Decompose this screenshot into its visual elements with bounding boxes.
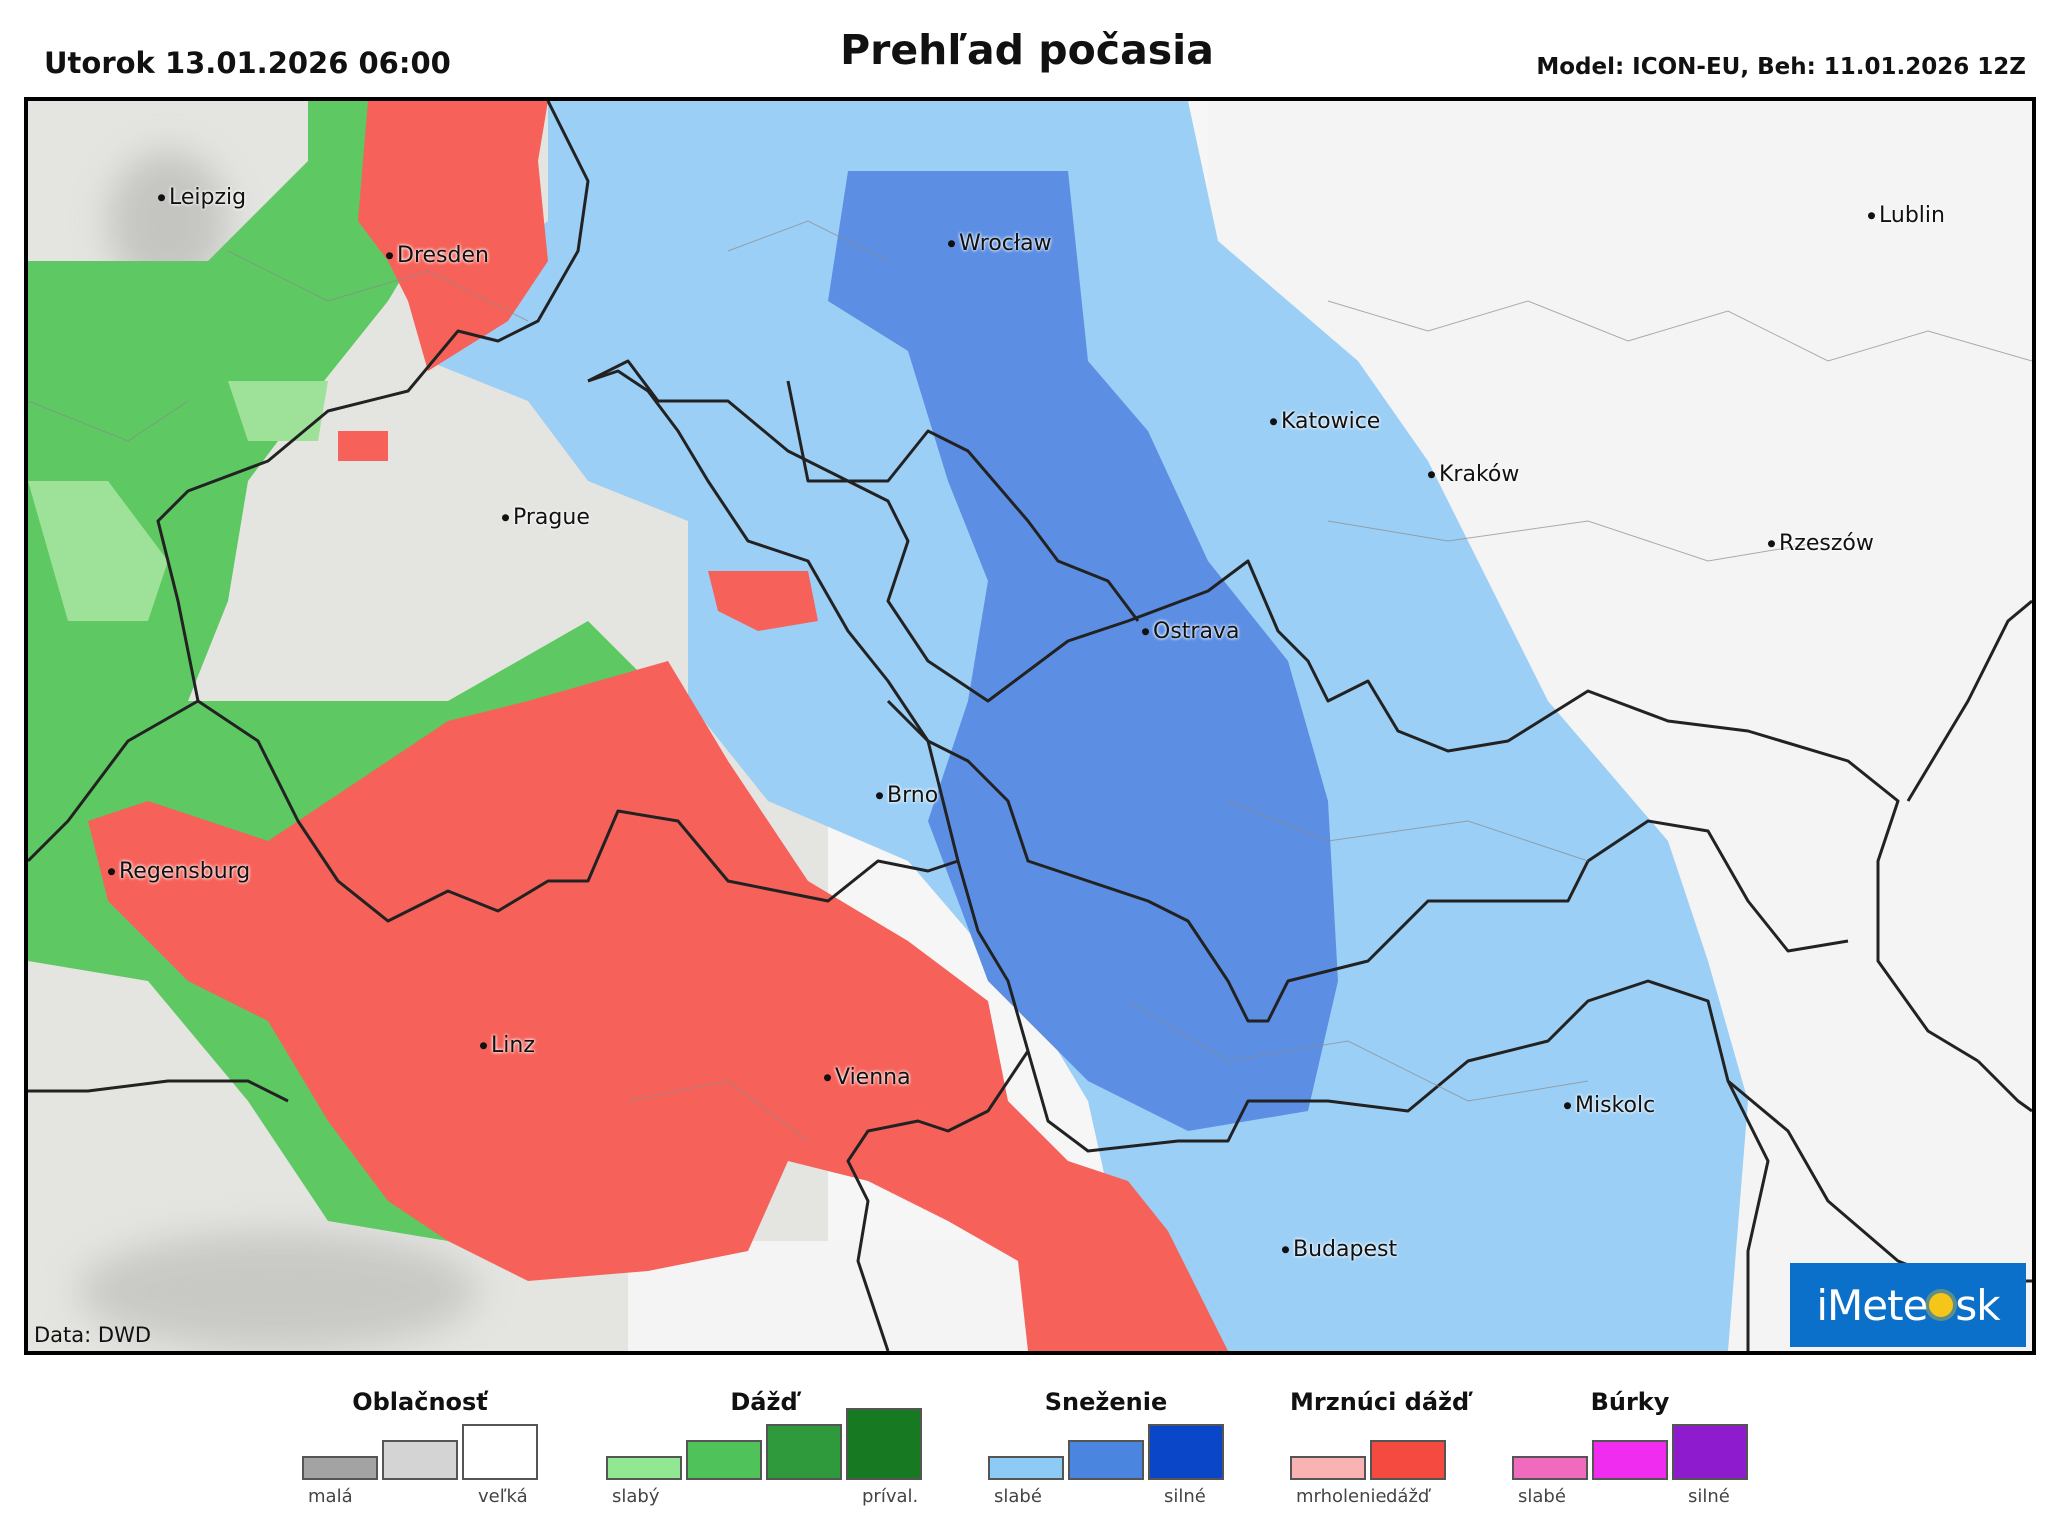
legend-high-label: silné (1688, 1486, 1730, 1507)
logo-text-right: sk (1955, 1280, 2000, 1330)
city-dot-icon (876, 791, 883, 799)
city-name: Dresden (397, 242, 489, 268)
city-name: Regensburg (119, 858, 251, 884)
logo-text-left: iMete (1816, 1280, 1928, 1330)
country-borders (28, 101, 2032, 1351)
legend-high-label: veľká (478, 1486, 528, 1507)
city-katowice: Katowice (1270, 408, 1380, 434)
city-name: Rzeszów (1779, 530, 1874, 556)
city-name: Kraków (1439, 461, 1520, 487)
weather-map[interactable]: Leipzig Dresden Wrocław Lublin Katowice Pragu… (24, 97, 2036, 1355)
legend-high-label: príval. (862, 1486, 919, 1507)
legend-swatch (462, 1424, 538, 1480)
legend-swatch (686, 1440, 762, 1480)
data-credit: Data: DWD (34, 1323, 151, 1347)
city-ostrava: Ostrava (1142, 618, 1239, 644)
legend-swatch (1148, 1424, 1224, 1480)
legend-swatch (382, 1440, 458, 1480)
city-name: Prague (513, 504, 590, 530)
city-budapest: Budapest (1282, 1236, 1397, 1262)
city-dot-icon (158, 193, 165, 201)
region-borders (28, 220, 2032, 1142)
legend-title: Mrznúci dážď (1290, 1388, 1470, 1416)
city-dot-icon (824, 1073, 831, 1081)
city-dresden: Dresden (386, 242, 489, 268)
legend-swatch (606, 1456, 682, 1480)
legend-low-label: slabý (612, 1486, 660, 1507)
city-dot-icon (108, 867, 115, 875)
legend-title: Sneženie (1044, 1388, 1168, 1416)
legend-high-label: dážď (1386, 1486, 1430, 1507)
legend-swatch (1370, 1440, 1446, 1480)
city-dot-icon (480, 1041, 487, 1049)
legend-swatch (1290, 1456, 1366, 1480)
freezing-rain-south (88, 661, 1228, 1351)
legend-title: Búrky (1590, 1388, 1670, 1416)
city-dot-icon (1270, 417, 1277, 425)
legend: Oblačnosť malá veľká Dážď slabý príval. Snežen… (0, 1380, 2054, 1520)
city-name: Katowice (1281, 408, 1381, 434)
legend-title: Dážď (730, 1388, 798, 1416)
city-leipzig: Leipzig (158, 184, 246, 210)
city-dot-icon (1282, 1245, 1289, 1253)
city-rzeszów: Rzeszów (1768, 530, 1874, 556)
city-dot-icon (1868, 211, 1875, 219)
city-name: Budapest (1293, 1236, 1398, 1262)
rain-light-patches (28, 381, 328, 621)
city-lublin: Lublin (1868, 202, 1945, 228)
legend-swatch (1672, 1424, 1748, 1480)
legend-low-label: mrholenie (1296, 1486, 1387, 1507)
legend-low-label: slabé (994, 1486, 1042, 1507)
map-canvas (28, 101, 2032, 1351)
legend-swatch (302, 1456, 378, 1480)
city-dot-icon (948, 239, 955, 247)
city-prague: Prague (502, 504, 590, 530)
city-dot-icon (1564, 1101, 1571, 1109)
city-name: Wrocław (959, 230, 1052, 256)
legend-swatch (846, 1408, 922, 1480)
model-run-info: Model: ICON-EU, Beh: 11.01.2026 12Z (1536, 54, 2026, 80)
city-name: Ostrava (1153, 618, 1240, 644)
freezing-rain-patch (708, 571, 818, 631)
legend-swatch (1592, 1440, 1668, 1480)
city-dot-icon (386, 251, 393, 259)
legend-high-label: silné (1164, 1486, 1206, 1507)
city-name: Lublin (1879, 202, 1945, 228)
city-dot-icon (1142, 627, 1149, 635)
legend-swatch (766, 1424, 842, 1480)
legend-swatch (1512, 1456, 1588, 1480)
city-linz: Linz (480, 1032, 535, 1058)
legend-low-label: malá (308, 1486, 353, 1507)
city-dot-icon (1428, 470, 1435, 478)
city-name: Miskolc (1575, 1092, 1656, 1118)
page-title: Prehľad počasia (840, 26, 1214, 74)
city-name: Brno (887, 782, 939, 808)
city-name: Linz (491, 1032, 535, 1058)
legend-swatch (988, 1456, 1064, 1480)
city-dot-icon (502, 513, 509, 521)
legend-title: Oblačnosť (352, 1388, 488, 1416)
city-wrocław: Wrocław (948, 230, 1052, 256)
legend-swatch (1068, 1440, 1144, 1480)
city-name: Leipzig (169, 184, 247, 210)
city-vienna: Vienna (824, 1064, 911, 1090)
freezing-rain-north (338, 101, 548, 461)
legend-low-label: slabé (1518, 1486, 1566, 1507)
city-dot-icon (1768, 539, 1775, 547)
city-brno: Brno (876, 782, 938, 808)
sun-icon (1929, 1293, 1954, 1317)
imeteo-logo[interactable]: iMete sk (1790, 1263, 2026, 1347)
snow-moderate-area (828, 171, 1338, 1131)
city-regensburg: Regensburg (108, 858, 250, 884)
forecast-datetime: Utorok 13.01.2026 06:00 (44, 46, 451, 80)
city-miskolc: Miskolc (1564, 1092, 1655, 1118)
city-kraków: Kraków (1428, 461, 1519, 487)
city-name: Vienna (835, 1064, 911, 1090)
